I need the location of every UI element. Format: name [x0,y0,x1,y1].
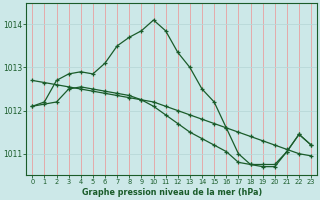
X-axis label: Graphe pression niveau de la mer (hPa): Graphe pression niveau de la mer (hPa) [82,188,262,197]
